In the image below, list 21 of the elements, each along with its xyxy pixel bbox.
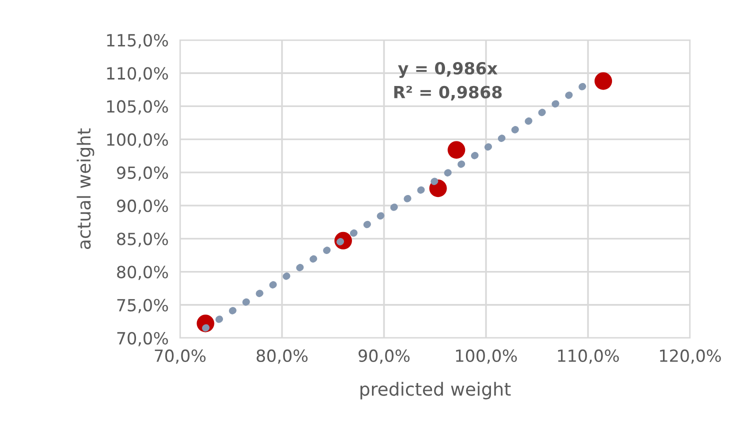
- x-tick-label: 120,0%: [660, 349, 721, 364]
- point: [448, 141, 466, 159]
- annotation: y = 0,986x R² = 0,9868: [394, 62, 502, 101]
- x-axis-title: predicted weight: [360, 382, 511, 400]
- x-tick-label: 70,0%: [154, 349, 206, 364]
- point: [594, 72, 612, 90]
- x-tick-label: 80,0%: [256, 349, 308, 364]
- y-tick-label: 75,0%: [117, 298, 168, 314]
- y-tick-label: 95,0%: [116, 166, 168, 181]
- y-tick-label: 85,0%: [117, 232, 168, 247]
- y-tick-label: 100,0%: [107, 133, 168, 148]
- y-tick-label: 90,0%: [116, 200, 168, 214]
- x-tick-label: 100,0%: [456, 349, 517, 364]
- y-tick-label: 70,0%: [117, 332, 168, 346]
- y-tick-label: 110,0%: [107, 67, 168, 82]
- y-tick-label: 115,0%: [107, 34, 168, 48]
- y-axis-title: actual weight: [76, 128, 94, 250]
- x-tick-label: 110,0%: [558, 349, 619, 364]
- x-tick-label: 90,0%: [358, 349, 410, 364]
- y-tick-label: 80,0%: [117, 266, 168, 280]
- y-tick-label: 105,0%: [107, 100, 168, 114]
